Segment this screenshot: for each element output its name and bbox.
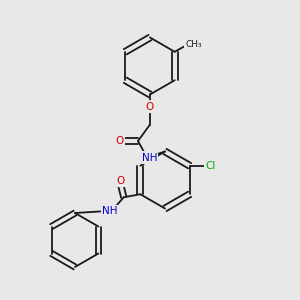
- Text: O: O: [117, 176, 125, 186]
- Text: NH: NH: [102, 206, 117, 216]
- Text: NH: NH: [142, 152, 157, 163]
- Text: O: O: [146, 101, 154, 112]
- Text: Cl: Cl: [206, 161, 216, 171]
- Text: O: O: [116, 136, 124, 146]
- Text: CH₃: CH₃: [185, 40, 202, 49]
